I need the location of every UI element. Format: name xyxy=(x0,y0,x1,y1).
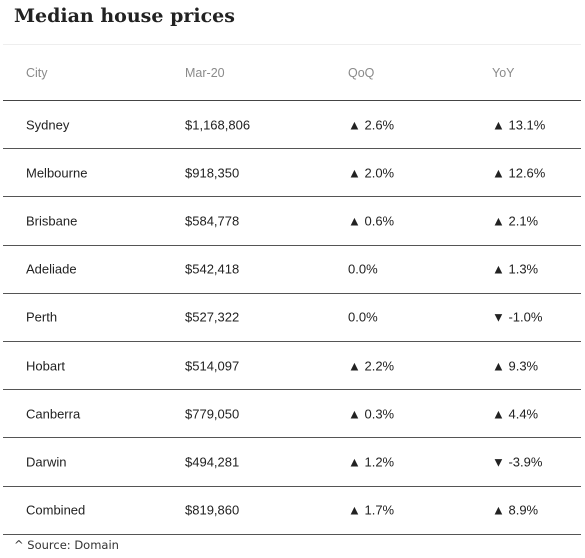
cell-price: $527,322 xyxy=(185,309,240,325)
cell-yoy: ▲ 8.9% xyxy=(492,502,539,518)
table-row: Combined $819,860 ▲ 1.7% ▲ 8.9% xyxy=(3,487,581,535)
cell-city: Sydney xyxy=(26,117,70,133)
cell-city: Brisbane xyxy=(26,213,78,229)
table-header-row: City Mar-20 QoQ YoY xyxy=(3,45,581,101)
cell-yoy: ▲ 1.3% xyxy=(492,261,539,277)
source-note: ^ Source: Domain xyxy=(14,538,119,552)
cell-qoq: ▲ 1.2% xyxy=(348,454,395,470)
cell-city: Perth xyxy=(26,309,58,325)
table-row: Melbourne $918,350 ▲ 2.0% ▲ 12.6% xyxy=(3,149,581,198)
cell-city: Darwin xyxy=(26,454,67,470)
cell-yoy: ▼ -3.9% xyxy=(492,454,543,470)
cell-price: $494,281 xyxy=(185,454,240,470)
cell-yoy: ▲ 9.3% xyxy=(492,358,539,374)
column-header-city[interactable]: City xyxy=(26,65,48,80)
cell-yoy: ▲ 12.6% xyxy=(492,165,546,181)
table-row: Canberra $779,050 ▲ 0.3% ▲ 4.4% xyxy=(3,390,581,439)
cell-qoq: ▲ 1.7% xyxy=(348,502,395,518)
page-title: Median house prices xyxy=(14,5,235,27)
cell-city: Canberra xyxy=(26,406,81,422)
table-row: Adeliade $542,418 0.0% ▲ 1.3% xyxy=(3,246,581,294)
cell-price: $542,418 xyxy=(185,261,240,277)
table-row: Darwin $494,281 ▲ 1.2% ▼ -3.9% xyxy=(3,438,581,487)
table-row: Hobart $514,097 ▲ 2.2% ▲ 9.3% xyxy=(3,342,581,391)
cell-qoq: ▲ 2.0% xyxy=(348,165,395,181)
column-header-mar-20[interactable]: Mar-20 xyxy=(185,65,225,80)
cell-qoq: 0.0% xyxy=(348,261,378,277)
column-header-qoq[interactable]: QoQ xyxy=(348,65,375,80)
cell-qoq: 0.0% xyxy=(348,309,378,325)
cell-price: $819,860 xyxy=(185,502,240,518)
cell-price: $779,050 xyxy=(185,406,240,422)
cell-yoy: ▲ 13.1% xyxy=(492,117,546,133)
cell-city: Hobart xyxy=(26,358,66,374)
cell-city: Adeliade xyxy=(26,261,77,277)
cell-price: $514,097 xyxy=(185,358,240,374)
cell-yoy: ▼ -1.0% xyxy=(492,309,543,325)
cell-price: $1,168,806 xyxy=(185,117,251,133)
cell-yoy: ▲ 4.4% xyxy=(492,406,539,422)
column-header-yoy[interactable]: YoY xyxy=(492,65,515,80)
cell-qoq: ▲ 2.6% xyxy=(348,117,395,133)
cell-qoq: ▲ 0.3% xyxy=(348,406,395,422)
cell-qoq: ▲ 2.2% xyxy=(348,358,395,374)
cell-city: Combined xyxy=(26,502,86,518)
cell-city: Melbourne xyxy=(26,165,88,181)
table-row: Brisbane $584,778 ▲ 0.6% ▲ 2.1% xyxy=(3,197,581,246)
data-table: City Mar-20 QoQ YoY Sydney $1,168,806 ▲ 2.… xyxy=(3,44,581,535)
table-row: Perth $527,322 0.0% ▼ -1.0% xyxy=(3,294,581,342)
cell-qoq: ▲ 0.6% xyxy=(348,213,395,229)
cell-price: $584,778 xyxy=(185,213,240,229)
cell-yoy: ▲ 2.1% xyxy=(492,213,539,229)
cell-price: $918,350 xyxy=(185,165,240,181)
table-row: Sydney $1,168,806 ▲ 2.6% ▲ 13.1% xyxy=(3,101,581,150)
